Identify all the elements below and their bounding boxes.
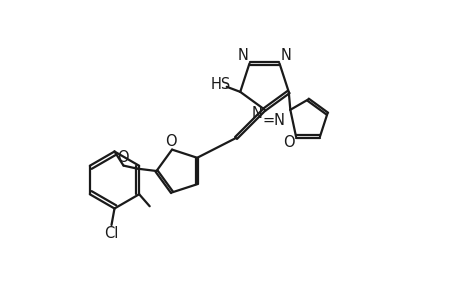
Text: O: O [164,134,176,149]
Text: N: N [251,106,262,122]
Text: HS: HS [210,77,230,92]
Text: =N: =N [262,113,285,128]
Text: N: N [237,48,248,63]
Text: Cl: Cl [104,226,118,242]
Text: N: N [280,48,291,63]
Text: O: O [117,150,129,165]
Text: O: O [282,135,294,150]
